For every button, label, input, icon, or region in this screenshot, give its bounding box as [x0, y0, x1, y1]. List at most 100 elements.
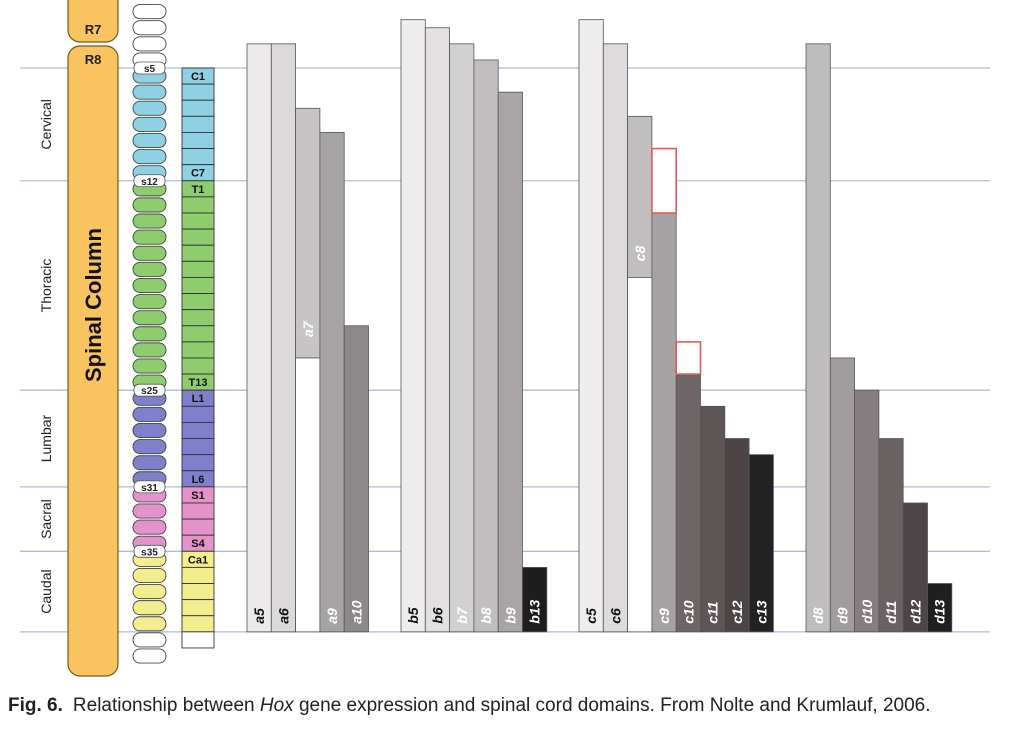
gene-highlight-box-c9: [651, 147, 678, 214]
gene-bar-b5: [400, 19, 426, 633]
gene-label-c8: c8: [632, 246, 648, 262]
gene-bar-c9: [651, 148, 677, 633]
vertebra: [181, 83, 215, 101]
gene-bar-b7: [449, 43, 475, 633]
vertebra: [181, 260, 215, 278]
somite: [132, 422, 167, 438]
somite-label-box: [133, 174, 166, 188]
somite-label: s5: [144, 64, 156, 75]
gene-label-d10: d10: [859, 599, 875, 623]
gene-label-d8: d8: [810, 607, 826, 624]
somite: [132, 584, 167, 600]
gene-label-a10: a10: [348, 600, 364, 624]
vertebra: [181, 244, 215, 262]
somite: [132, 245, 167, 261]
vertebra-label: L1: [192, 393, 205, 405]
somite: [132, 294, 167, 310]
gene-label-a7: a7: [300, 320, 316, 337]
gene-label-b5: b5: [405, 607, 421, 624]
rhombomere-r7: [67, 0, 119, 43]
vertebra: [181, 148, 215, 166]
somite: [132, 197, 167, 213]
somite: [132, 229, 167, 245]
gene-bar-a9: [319, 132, 345, 633]
vertebra: [181, 131, 215, 150]
vertebra: [181, 615, 215, 633]
gene-label-b7: b7: [454, 606, 470, 624]
vertebra: [181, 115, 215, 133]
somite: [132, 36, 167, 52]
vertebra-label: T13: [189, 377, 208, 389]
vertebra-label: S1: [191, 490, 204, 502]
caption-text-before: Relationship between: [72, 695, 260, 716]
vertebra: [181, 228, 215, 246]
hox-diagram: Cervical Thoracic Lumbar Sacral Caudal R7 R8 S…: [20, 0, 990, 677]
gene-label-c9: c9: [656, 608, 672, 624]
somite-label: s12: [141, 177, 158, 188]
gene-bar-d10: [854, 389, 880, 633]
somite: [132, 519, 167, 535]
caption-emphasis: Hox: [259, 695, 294, 716]
somite: [132, 326, 167, 342]
gene-bar-a10: [343, 325, 369, 633]
gene-group-d: d8 d9 d10 d11 d12 d13: [805, 43, 953, 633]
gene-bar-extension-a7: [295, 357, 321, 633]
gene-label-a9: a9: [324, 608, 340, 624]
rhombomere-label: R8: [85, 52, 102, 67]
gene-bar-c8: [627, 115, 653, 278]
vertebra-label: S4: [191, 538, 205, 550]
somite: [132, 213, 167, 229]
gene-bar-a6: [270, 43, 296, 633]
gene-bar-c6: [602, 43, 628, 633]
somite-label: s25: [141, 386, 158, 397]
gene-label-d9: d9: [834, 607, 850, 624]
vertebra: [181, 518, 215, 536]
somite-label-box: [133, 544, 166, 558]
gene-label-a5: a5: [251, 608, 267, 624]
gene-bar-d8: [805, 43, 831, 633]
somite-column: s5 s12 s25 s31 s35: [132, 4, 167, 664]
somite-label-box: [133, 61, 166, 75]
vertebra: [181, 566, 215, 584]
vertebra-label: T1: [192, 184, 205, 196]
gene-label-c11: c11: [705, 601, 721, 624]
gene-label-b6: b6: [429, 607, 445, 624]
region-label-sacral: Sacral: [38, 499, 54, 539]
gene-bar-extension-c8: [627, 277, 653, 633]
somite: [132, 455, 167, 471]
gene-label-d11: d11: [883, 600, 899, 623]
somite-label-box: [133, 383, 166, 397]
gene-label-c13: c13: [753, 600, 769, 624]
somite-label-box: [133, 480, 166, 494]
vertebra: [181, 309, 215, 327]
vertebra: [181, 438, 215, 456]
somite: [132, 342, 167, 358]
spinal-column: R7 R8 Spinal Column: [67, 0, 119, 677]
gene-bar-b9: [497, 91, 523, 633]
vertebra: [181, 196, 215, 214]
gene-bar-b6: [424, 27, 450, 633]
gene-bar-c13: [748, 454, 774, 633]
hox-gene-bars: a5 a6 a7 a9 a10 b5 b6 b7 b8 b9 b13 c5 c6 c8 c9 c10 c11 c1…: [246, 19, 953, 633]
region-label-thoracic: Thoracic: [38, 259, 54, 313]
somite: [132, 616, 167, 632]
gene-bar-d13: [927, 583, 953, 633]
caption-text-after: gene expression and spinal cord domains.…: [293, 695, 931, 716]
gene-group-b: b5 b6 b7 b8 b9 b13: [400, 19, 548, 633]
gene-bar-a5: [246, 43, 272, 633]
somite: [132, 84, 167, 100]
vertebra: [181, 325, 215, 343]
vertebra-label: L6: [192, 474, 205, 486]
somite: [132, 4, 167, 20]
somite: [132, 406, 167, 422]
vertebra: [181, 405, 215, 423]
region-label-lumbar: Lumbar: [38, 414, 54, 462]
figure-caption: Fig. 6. Relationship between Hox gene exp…: [8, 693, 1004, 719]
gene-label-c12: c12: [729, 600, 745, 624]
gene-label-b8: b8: [478, 607, 494, 624]
rhombomere-label: R7: [85, 22, 102, 37]
vertebra-label: Ca1: [188, 554, 208, 566]
gene-label-b9: b9: [502, 607, 518, 624]
gene-group-c: c5 c6 c8 c9 c10 c11 c12 c13: [578, 19, 774, 633]
vertebra: [181, 421, 215, 439]
